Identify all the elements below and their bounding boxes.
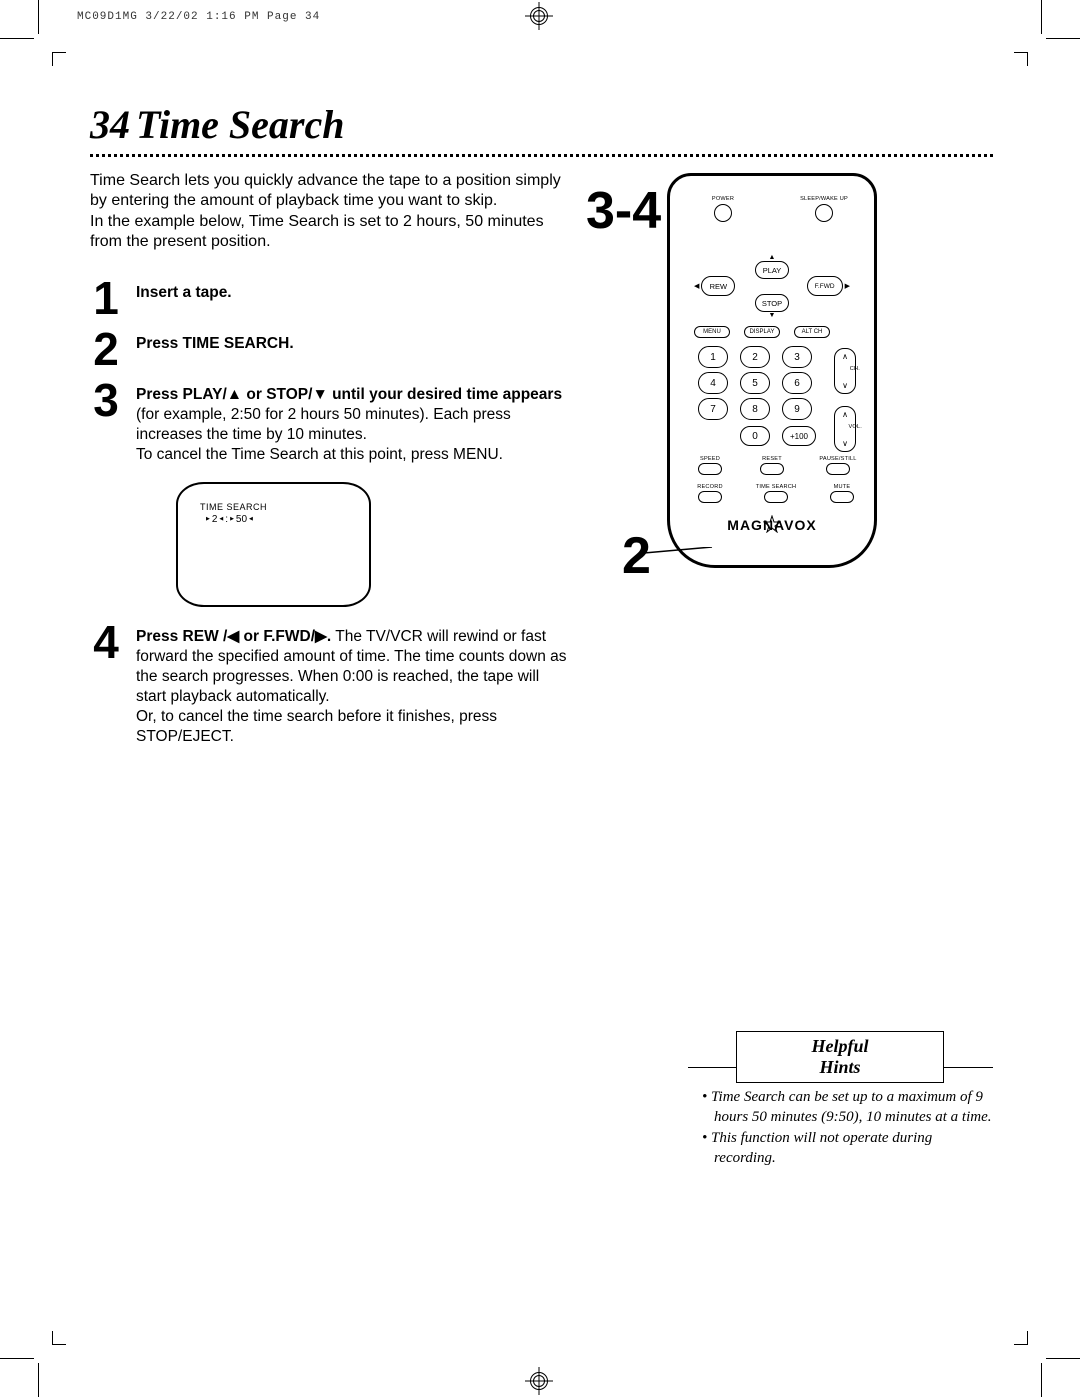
step-4: 4 Press REW /◀ or F.FWD/▶. The TV/VCR wi…	[90, 623, 570, 748]
page-number: 34	[90, 101, 130, 148]
arrow-up-icon: ▲	[755, 254, 789, 261]
frame-corner	[1014, 1331, 1028, 1345]
remote-num-0: 0	[740, 426, 770, 446]
step-number: 3	[90, 381, 122, 420]
remote-num-6: 6	[782, 372, 812, 394]
crop-mark	[0, 1358, 34, 1359]
arrow-left-icon: ◀	[694, 282, 699, 290]
registration-mark-top	[525, 2, 553, 30]
step-body: Press REW /◀ or F.FWD/▶. The TV/VCR will…	[136, 623, 570, 748]
tv-screen-diagram: TIME SEARCH ▶ 2 ◀ : ▶ 50 ◀	[176, 482, 570, 607]
remote-pause-button	[826, 463, 850, 475]
intro-paragraph-1: Time Search lets you quickly advance the…	[90, 171, 570, 212]
step-3: 3 Press PLAY/▲ or STOP/▼ until your desi…	[90, 381, 570, 466]
remote-speed-label: SPEED	[690, 456, 730, 462]
remote-num-3: 3	[782, 346, 812, 368]
remote-sleep-label: SLEEP/WAKE UP	[794, 196, 854, 202]
frame-corner	[52, 1331, 66, 1345]
remote-num-8: 8	[740, 398, 770, 420]
crop-mark	[38, 1363, 39, 1397]
tv-screen-time-value: ▶ 2 ◀ : ▶ 50 ◀	[206, 514, 253, 525]
crop-mark	[38, 0, 39, 34]
step-number: 1	[90, 279, 122, 318]
remote-reset-label: RESET	[752, 456, 792, 462]
remote-mute-button	[830, 491, 854, 503]
remote-numpad: 1 2 3 4 5 6 7 8 9	[698, 346, 818, 420]
remote-record-label: RECORD	[690, 484, 730, 490]
page-title: Time Search	[136, 101, 345, 148]
remote-brand: MAGNAVOX	[670, 517, 874, 533]
step-number: 4	[90, 623, 122, 662]
step-1: 1 Insert a tape.	[90, 279, 570, 318]
crop-mark	[0, 38, 34, 39]
remote-play-button: PLAY	[755, 261, 789, 279]
remote-num-4: 4	[698, 372, 728, 394]
step-number: 2	[90, 330, 122, 369]
crop-mark	[1046, 38, 1080, 39]
remote-menu-button: MENU	[694, 326, 730, 338]
hint-item: This function will not operate during re…	[702, 1129, 993, 1168]
remote-power-label: POWER	[696, 196, 750, 202]
remote-mute-label: MUTE	[822, 484, 862, 490]
crop-mark	[1041, 1363, 1042, 1397]
callout-line	[644, 547, 714, 559]
callout-steps-3-4: 3-4	[586, 181, 661, 241]
remote-num-2: 2	[740, 346, 770, 368]
step-body: Press TIME SEARCH.	[136, 330, 570, 354]
print-header: MC09D1MG 3/22/02 1:16 PM Page 34	[77, 11, 320, 23]
remote-stop-button: STOP	[755, 294, 789, 312]
crop-mark	[1046, 1358, 1080, 1359]
remote-num-7: 7	[698, 398, 728, 420]
remote-pause-label: PAUSE/STILL	[814, 456, 862, 462]
intro-paragraph-2: In the example below, Time Search is set…	[90, 212, 570, 253]
frame-corner	[52, 52, 66, 66]
remote-timesearch-button	[764, 491, 788, 503]
arrow-right-icon: ▶	[845, 282, 850, 290]
remote-power-button	[714, 204, 732, 222]
remote-record-button	[698, 491, 722, 503]
remote-num-plus100: +100	[782, 426, 816, 446]
registration-mark-bottom	[525, 1367, 553, 1395]
remote-reset-button	[760, 463, 784, 475]
remote-ffwd-button: F.FWD	[807, 276, 843, 296]
remote-control-diagram: POWER SLEEP/WAKE UP ▲ PLAY ◀ REW F.F	[667, 173, 877, 568]
hint-item: Time Search can be set up to a maximum o…	[702, 1088, 993, 1127]
remote-display-button: DISPLAY	[744, 326, 780, 338]
remote-num-1: 1	[698, 346, 728, 368]
frame-corner	[1014, 52, 1028, 66]
remote-timesearch-label: TIME SEARCH	[752, 484, 800, 490]
brand-star-icon	[763, 515, 781, 533]
remote-num-5: 5	[740, 372, 770, 394]
arrow-down-icon: ▼	[755, 312, 789, 319]
remote-altch-button: ALT CH	[794, 326, 830, 338]
crop-mark	[1041, 0, 1042, 34]
remote-ch-label: CH.	[850, 366, 860, 372]
remote-speed-button	[698, 463, 722, 475]
title-rule	[90, 154, 993, 157]
hints-title: Helpful Hints	[736, 1031, 944, 1083]
step-body: Press PLAY/▲ or STOP/▼ until your desire…	[136, 381, 570, 466]
remote-rew-button: REW	[701, 276, 735, 296]
remote-num-9: 9	[782, 398, 812, 420]
remote-sleep-button	[815, 204, 833, 222]
step-2: 2 Press TIME SEARCH.	[90, 330, 570, 369]
step-body: Insert a tape.	[136, 279, 570, 303]
tv-screen-timesearch-label: TIME SEARCH	[200, 502, 267, 512]
remote-vol-label: VOL.	[848, 424, 862, 430]
